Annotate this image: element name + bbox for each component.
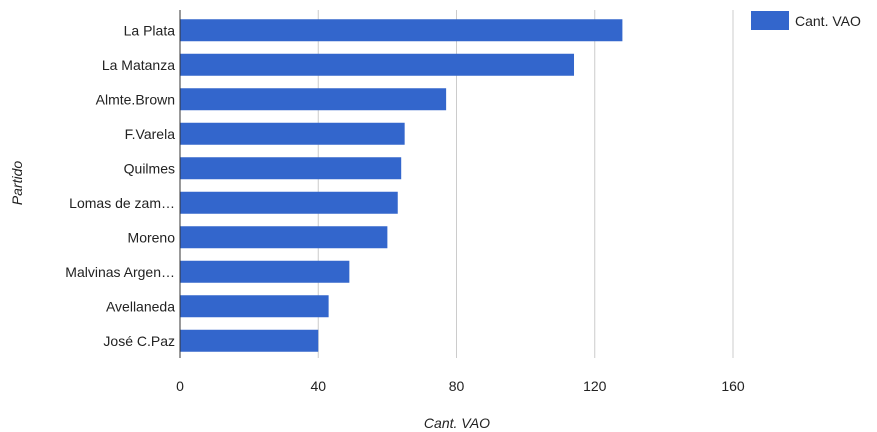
bar (180, 295, 329, 318)
x-tick-label: 120 (583, 378, 607, 394)
y-axis-title: Partido (9, 161, 25, 206)
category-label: Almte.Brown (96, 91, 175, 107)
legend-label: Cant. VAO (795, 13, 861, 29)
bars (180, 19, 623, 352)
bar (180, 226, 388, 249)
bar (180, 53, 575, 76)
category-label: La Matanza (102, 57, 175, 73)
x-tick-labels: 0 40 80 120 160 (176, 378, 745, 394)
bar (180, 122, 405, 145)
bar (180, 157, 402, 180)
bar (180, 329, 319, 352)
category-label: Malvinas Argen… (65, 264, 175, 280)
x-axis-title: Cant. VAO (424, 415, 490, 431)
category-label: F.Varela (125, 126, 176, 142)
x-tick-label: 40 (310, 378, 326, 394)
bar (180, 88, 447, 111)
bar (180, 260, 350, 283)
category-label: Lomas de zam… (69, 195, 175, 211)
category-labels: La Plata La Matanza Almte.Brown F.Varela Qui… (65, 22, 175, 349)
bar (180, 191, 398, 214)
category-label: José C.Paz (103, 333, 175, 349)
category-label: Quilmes (124, 160, 175, 176)
x-tick-label: 80 (449, 378, 465, 394)
legend-swatch (751, 11, 789, 30)
x-tick-label: 0 (176, 378, 184, 394)
legend: Cant. VAO (751, 11, 861, 30)
x-tick-label: 160 (721, 378, 745, 394)
category-label: Avellaneda (106, 298, 175, 314)
category-label: La Plata (124, 22, 176, 38)
category-label: Moreno (128, 229, 176, 245)
bar (180, 19, 623, 42)
